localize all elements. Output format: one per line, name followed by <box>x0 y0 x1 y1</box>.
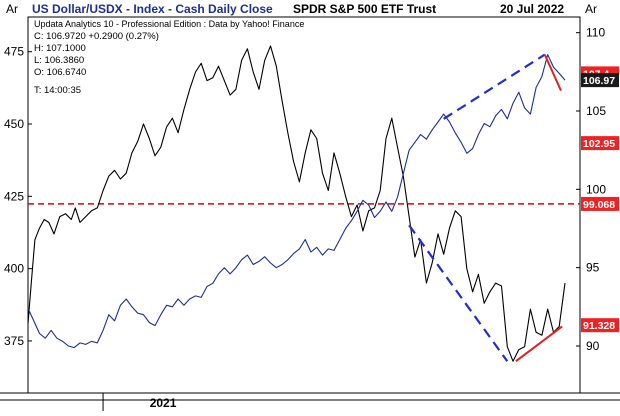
info-open: O: 106.6740 <box>34 67 86 78</box>
info-high: H: 107.1000 <box>34 43 86 54</box>
right-tick-label: 95 <box>586 261 600 275</box>
series1-title: US Dollar/USDX - Index - Cash Daily Clos… <box>32 2 273 16</box>
usd-series-line <box>27 54 566 349</box>
trend-line-1 <box>443 53 546 120</box>
trendlines-layer <box>408 53 563 362</box>
left-tick-label: 425 <box>4 189 24 203</box>
info-box: Updata Analytics 10 - Professional Editi… <box>34 19 304 96</box>
trend-line-2 <box>515 325 563 362</box>
price-tag-label: 106.97 <box>583 75 615 87</box>
x-labels-layer: 2021 <box>102 393 177 411</box>
left-tick-label: 450 <box>4 117 24 131</box>
right-tick-label: 100 <box>586 182 606 196</box>
left-axis-label: Ar <box>6 2 18 16</box>
price-tag-box <box>581 136 619 151</box>
series-layer <box>27 45 566 362</box>
right-axis-label: Ar <box>585 2 597 16</box>
axes-layer: 375 400 425 450 475 90 95 100 105 110 <box>4 26 606 353</box>
info-source: Updata Analytics 10 - Professional Editi… <box>34 19 304 29</box>
trend-line-3 <box>543 54 562 92</box>
x-label: 2021 <box>150 396 177 410</box>
info-time: T: 14:00:35 <box>34 85 81 96</box>
right-tick-label: 110 <box>586 26 605 40</box>
header-date: 20 Jul 2022 <box>500 2 564 16</box>
spy-series-line <box>27 45 566 362</box>
info-close: C: 106.9720 +0.2900 (0.27%) <box>34 31 159 42</box>
price-tag-box <box>581 318 619 333</box>
trend-line-0 <box>408 224 509 362</box>
left-tick-label: 475 <box>4 45 24 59</box>
plot-frame <box>27 16 581 394</box>
right-tick-label: 105 <box>586 104 606 118</box>
left-tick-label: 375 <box>4 334 24 348</box>
price-tag-label: 102.95 <box>583 138 615 150</box>
price-tag-box <box>581 196 619 211</box>
price-tag-box <box>581 73 619 88</box>
left-tick-label: 400 <box>4 262 24 276</box>
price-tag-label: 91.328 <box>583 320 615 332</box>
right-tick-label: 90 <box>586 339 600 353</box>
info-low: L: 106.3860 <box>34 55 84 66</box>
price-tag-label: 99.068 <box>583 199 615 211</box>
series2-title: SPDR S&P 500 ETF Trust <box>293 2 436 16</box>
